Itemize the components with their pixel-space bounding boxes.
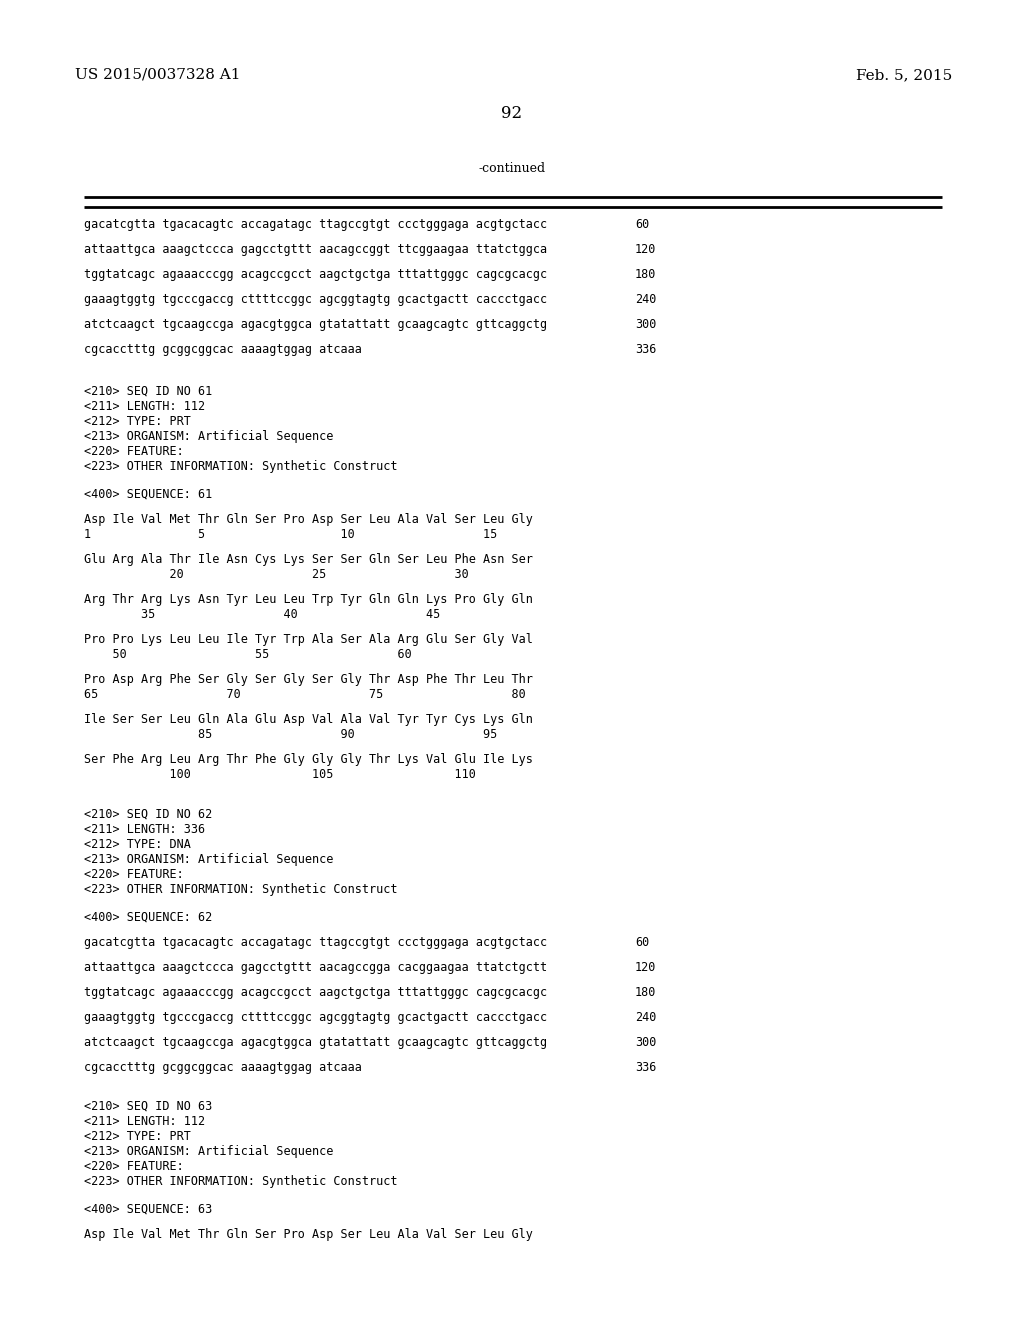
Text: 50                  55                  60: 50 55 60 [84, 648, 412, 661]
Text: <213> ORGANISM: Artificial Sequence: <213> ORGANISM: Artificial Sequence [84, 430, 334, 444]
Text: <400> SEQUENCE: 61: <400> SEQUENCE: 61 [84, 488, 212, 502]
Text: gacatcgtta tgacacagtc accagatagc ttagccgtgt ccctgggaga acgtgctacc: gacatcgtta tgacacagtc accagatagc ttagccg… [84, 936, 547, 949]
Text: 1               5                   10                  15: 1 5 10 15 [84, 528, 498, 541]
Text: -continued: -continued [478, 162, 546, 176]
Text: <220> FEATURE:: <220> FEATURE: [84, 1160, 183, 1173]
Text: 240: 240 [635, 1011, 656, 1024]
Text: <210> SEQ ID NO 61: <210> SEQ ID NO 61 [84, 385, 212, 399]
Text: <220> FEATURE:: <220> FEATURE: [84, 869, 183, 880]
Text: <210> SEQ ID NO 62: <210> SEQ ID NO 62 [84, 808, 212, 821]
Text: <223> OTHER INFORMATION: Synthetic Construct: <223> OTHER INFORMATION: Synthetic Const… [84, 459, 397, 473]
Text: gaaagtggtg tgcccgaccg cttttccggc agcggtagtg gcactgactt caccctgacc: gaaagtggtg tgcccgaccg cttttccggc agcggta… [84, 1011, 547, 1024]
Text: cgcacctttg gcggcggcac aaaagtggag atcaaa: cgcacctttg gcggcggcac aaaagtggag atcaaa [84, 1061, 361, 1074]
Text: <220> FEATURE:: <220> FEATURE: [84, 445, 183, 458]
Text: 100                 105                 110: 100 105 110 [84, 768, 476, 781]
Text: <400> SEQUENCE: 62: <400> SEQUENCE: 62 [84, 911, 212, 924]
Text: <223> OTHER INFORMATION: Synthetic Construct: <223> OTHER INFORMATION: Synthetic Const… [84, 1175, 397, 1188]
Text: 60: 60 [635, 218, 649, 231]
Text: Ser Phe Arg Leu Arg Thr Phe Gly Gly Gly Thr Lys Val Glu Ile Lys: Ser Phe Arg Leu Arg Thr Phe Gly Gly Gly … [84, 752, 532, 766]
Text: attaattgca aaagctccca gagcctgttt aacagccggt ttcggaagaa ttatctggca: attaattgca aaagctccca gagcctgttt aacagcc… [84, 243, 547, 256]
Text: <213> ORGANISM: Artificial Sequence: <213> ORGANISM: Artificial Sequence [84, 853, 334, 866]
Text: <213> ORGANISM: Artificial Sequence: <213> ORGANISM: Artificial Sequence [84, 1144, 334, 1158]
Text: Feb. 5, 2015: Feb. 5, 2015 [856, 69, 952, 82]
Text: Asp Ile Val Met Thr Gln Ser Pro Asp Ser Leu Ala Val Ser Leu Gly: Asp Ile Val Met Thr Gln Ser Pro Asp Ser … [84, 513, 532, 525]
Text: Asp Ile Val Met Thr Gln Ser Pro Asp Ser Leu Ala Val Ser Leu Gly: Asp Ile Val Met Thr Gln Ser Pro Asp Ser … [84, 1228, 532, 1241]
Text: 92: 92 [502, 106, 522, 121]
Text: atctcaagct tgcaagccga agacgtggca gtatattatt gcaagcagtc gttcaggctg: atctcaagct tgcaagccga agacgtggca gtatatt… [84, 1036, 547, 1049]
Text: attaattgca aaagctccca gagcctgttt aacagccgga cacggaagaa ttatctgctt: attaattgca aaagctccca gagcctgttt aacagcc… [84, 961, 547, 974]
Text: atctcaagct tgcaagccga agacgtggca gtatattatt gcaagcagtc gttcaggctg: atctcaagct tgcaagccga agacgtggca gtatatt… [84, 318, 547, 331]
Text: cgcacctttg gcggcggcac aaaagtggag atcaaa: cgcacctttg gcggcggcac aaaagtggag atcaaa [84, 343, 361, 356]
Text: tggtatcagc agaaacccgg acagccgcct aagctgctga tttattgggc cagcgcacgc: tggtatcagc agaaacccgg acagccgcct aagctgc… [84, 268, 547, 281]
Text: gacatcgtta tgacacagtc accagatagc ttagccgtgt ccctgggaga acgtgctacc: gacatcgtta tgacacagtc accagatagc ttagccg… [84, 218, 547, 231]
Text: 35                  40                  45: 35 40 45 [84, 609, 440, 620]
Text: 120: 120 [635, 243, 656, 256]
Text: Ile Ser Ser Leu Gln Ala Glu Asp Val Ala Val Tyr Tyr Cys Lys Gln: Ile Ser Ser Leu Gln Ala Glu Asp Val Ala … [84, 713, 532, 726]
Text: <211> LENGTH: 112: <211> LENGTH: 112 [84, 400, 205, 413]
Text: US 2015/0037328 A1: US 2015/0037328 A1 [75, 69, 241, 82]
Text: 20                  25                  30: 20 25 30 [84, 568, 469, 581]
Text: 65                  70                  75                  80: 65 70 75 80 [84, 688, 525, 701]
Text: 180: 180 [635, 986, 656, 999]
Text: 180: 180 [635, 268, 656, 281]
Text: gaaagtggtg tgcccgaccg cttttccggc agcggtagtg gcactgactt caccctgacc: gaaagtggtg tgcccgaccg cttttccggc agcggta… [84, 293, 547, 306]
Text: 60: 60 [635, 936, 649, 949]
Text: <212> TYPE: DNA: <212> TYPE: DNA [84, 838, 190, 851]
Text: Pro Asp Arg Phe Ser Gly Ser Gly Ser Gly Thr Asp Phe Thr Leu Thr: Pro Asp Arg Phe Ser Gly Ser Gly Ser Gly … [84, 673, 532, 686]
Text: 240: 240 [635, 293, 656, 306]
Text: 85                  90                  95: 85 90 95 [84, 729, 498, 741]
Text: <223> OTHER INFORMATION: Synthetic Construct: <223> OTHER INFORMATION: Synthetic Const… [84, 883, 397, 896]
Text: 300: 300 [635, 318, 656, 331]
Text: 336: 336 [635, 1061, 656, 1074]
Text: <212> TYPE: PRT: <212> TYPE: PRT [84, 414, 190, 428]
Text: <211> LENGTH: 112: <211> LENGTH: 112 [84, 1115, 205, 1129]
Text: Arg Thr Arg Lys Asn Tyr Leu Leu Trp Tyr Gln Gln Lys Pro Gly Gln: Arg Thr Arg Lys Asn Tyr Leu Leu Trp Tyr … [84, 593, 532, 606]
Text: tggtatcagc agaaacccgg acagccgcct aagctgctga tttattgggc cagcgcacgc: tggtatcagc agaaacccgg acagccgcct aagctgc… [84, 986, 547, 999]
Text: 300: 300 [635, 1036, 656, 1049]
Text: <400> SEQUENCE: 63: <400> SEQUENCE: 63 [84, 1203, 212, 1216]
Text: <210> SEQ ID NO 63: <210> SEQ ID NO 63 [84, 1100, 212, 1113]
Text: Glu Arg Ala Thr Ile Asn Cys Lys Ser Ser Gln Ser Leu Phe Asn Ser: Glu Arg Ala Thr Ile Asn Cys Lys Ser Ser … [84, 553, 532, 566]
Text: <211> LENGTH: 336: <211> LENGTH: 336 [84, 822, 205, 836]
Text: 336: 336 [635, 343, 656, 356]
Text: <212> TYPE: PRT: <212> TYPE: PRT [84, 1130, 190, 1143]
Text: 120: 120 [635, 961, 656, 974]
Text: Pro Pro Lys Leu Leu Ile Tyr Trp Ala Ser Ala Arg Glu Ser Gly Val: Pro Pro Lys Leu Leu Ile Tyr Trp Ala Ser … [84, 634, 532, 645]
